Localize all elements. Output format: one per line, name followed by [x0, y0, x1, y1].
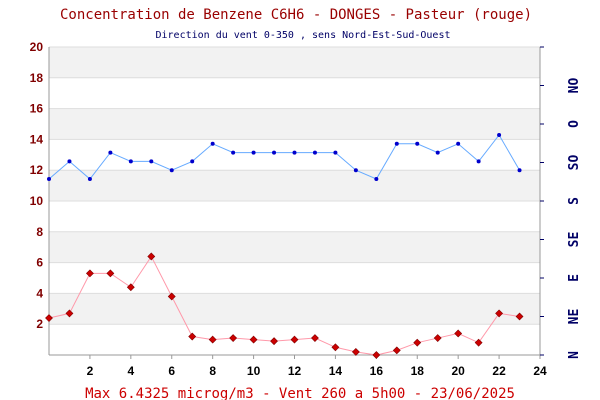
wind-direction-point	[87, 177, 92, 181]
y-tick-label: 20	[30, 40, 44, 54]
y-tick-label: 4	[36, 286, 43, 300]
wind-direction-point	[394, 141, 399, 146]
wind-direction-point	[149, 159, 154, 164]
benzene-point	[126, 283, 135, 292]
benzene-point	[208, 335, 217, 344]
plot-band	[49, 231, 540, 263]
x-tick-label: 14	[329, 364, 343, 378]
wind-direction-point	[251, 150, 256, 155]
chart-footer: Max 6.4325 microg/m3 - Vent 260 a 5h00 -…	[85, 386, 515, 400]
wind-direction-point	[374, 177, 379, 181]
benzene-point	[270, 337, 278, 346]
wind-direction-point	[312, 150, 317, 155]
wind-direction-label: SO	[567, 155, 582, 171]
wind-direction-point	[456, 141, 461, 146]
y-tick-label: 14	[30, 132, 44, 146]
x-tick-label: 22	[492, 364, 506, 378]
wind-direction-label: NE	[567, 309, 582, 325]
wind-direction-point	[353, 168, 358, 173]
wind-direction-point	[333, 150, 338, 155]
plot-band	[49, 108, 540, 140]
benzene-point	[106, 269, 115, 278]
x-tick-label: 20	[451, 364, 465, 378]
benzene-point	[188, 332, 197, 341]
benzene-point	[351, 347, 360, 356]
benzene-point	[433, 334, 442, 342]
x-tick-label: 12	[288, 364, 302, 378]
wind-direction-label: NO	[567, 78, 582, 94]
wind-direction-label: E	[567, 274, 582, 282]
benzene-point	[147, 252, 156, 261]
wind-direction-label: O	[567, 120, 582, 128]
benzene-line	[48, 255, 520, 356]
x-tick-label: 10	[247, 364, 261, 378]
y-tick-label: 10	[30, 194, 44, 208]
benzene-point	[515, 312, 524, 321]
benzene-point	[290, 335, 299, 344]
wind-direction-point	[415, 141, 420, 146]
chart-subtitle: Direction du vent 0-350 , sens Nord-Est-…	[155, 30, 450, 41]
wind-direction-point	[292, 150, 297, 155]
x-tick-label: 2	[87, 364, 94, 378]
x-axis-ticks: 2 4 6 8 10 12 14 16 18 20 22 24	[87, 355, 547, 378]
x-tick-label: 4	[127, 364, 134, 378]
benzene-point	[392, 346, 401, 355]
benzene-point	[331, 343, 340, 352]
plot-band	[49, 170, 540, 201]
y-tick-label: 8	[36, 225, 43, 239]
wind-direction-line	[48, 134, 520, 180]
wind-direction-point	[108, 150, 113, 155]
x-tick-label: 24	[533, 364, 547, 378]
benzene-point	[167, 292, 176, 301]
wind-direction-point	[67, 159, 72, 164]
benzene-point	[372, 351, 381, 359]
benzene-point	[85, 269, 94, 278]
wind-direction-point	[47, 177, 51, 181]
y-tick-label: 18	[30, 71, 44, 85]
wind-direction-axis: N NE E SE S SO O NO	[540, 46, 582, 359]
wind-direction-label: N	[567, 351, 582, 359]
y-tick-label: 6	[36, 256, 43, 270]
y-tick-label: 16	[30, 102, 44, 116]
x-tick-label: 16	[370, 364, 384, 378]
plot-bands	[49, 47, 540, 325]
wind-direction-point	[272, 150, 277, 155]
benzene-point	[413, 338, 422, 347]
x-tick-label: 18	[411, 364, 425, 378]
benzene-point	[454, 329, 463, 338]
benzene-point	[249, 335, 258, 344]
benzene-point	[495, 309, 504, 318]
wind-direction-point	[231, 150, 236, 155]
benzene-series	[45, 252, 524, 359]
chart-title: Concentration de Benzene C6H6 - DONGES -…	[60, 7, 532, 23]
wind-direction-point	[128, 159, 133, 164]
plot-band	[49, 293, 540, 325]
wind-direction-label: S	[567, 197, 582, 205]
benzene-point	[65, 309, 74, 318]
wind-direction-series	[47, 133, 522, 181]
wind-direction-label: SE	[567, 232, 582, 248]
gridlines	[49, 46, 540, 325]
plot-band	[49, 47, 540, 78]
x-tick-label: 6	[168, 364, 175, 378]
benzene-point	[474, 338, 483, 347]
wind-direction-point	[497, 133, 502, 137]
benzene-point	[229, 334, 238, 342]
wind-direction-point	[517, 168, 522, 173]
wind-direction-point	[476, 159, 481, 164]
y-tick-label: 12	[30, 163, 44, 177]
benzene-point	[45, 314, 53, 322]
benzene-point	[311, 334, 319, 342]
wind-direction-point	[435, 150, 440, 155]
y-tick-label: 2	[36, 317, 43, 331]
x-tick-label: 8	[209, 364, 216, 378]
wind-direction-point	[169, 168, 174, 173]
y-axis-ticks: 2 4 6 8 10 12 14 16 18 20	[30, 40, 44, 331]
wind-direction-point	[210, 141, 215, 146]
wind-direction-point	[190, 159, 195, 164]
